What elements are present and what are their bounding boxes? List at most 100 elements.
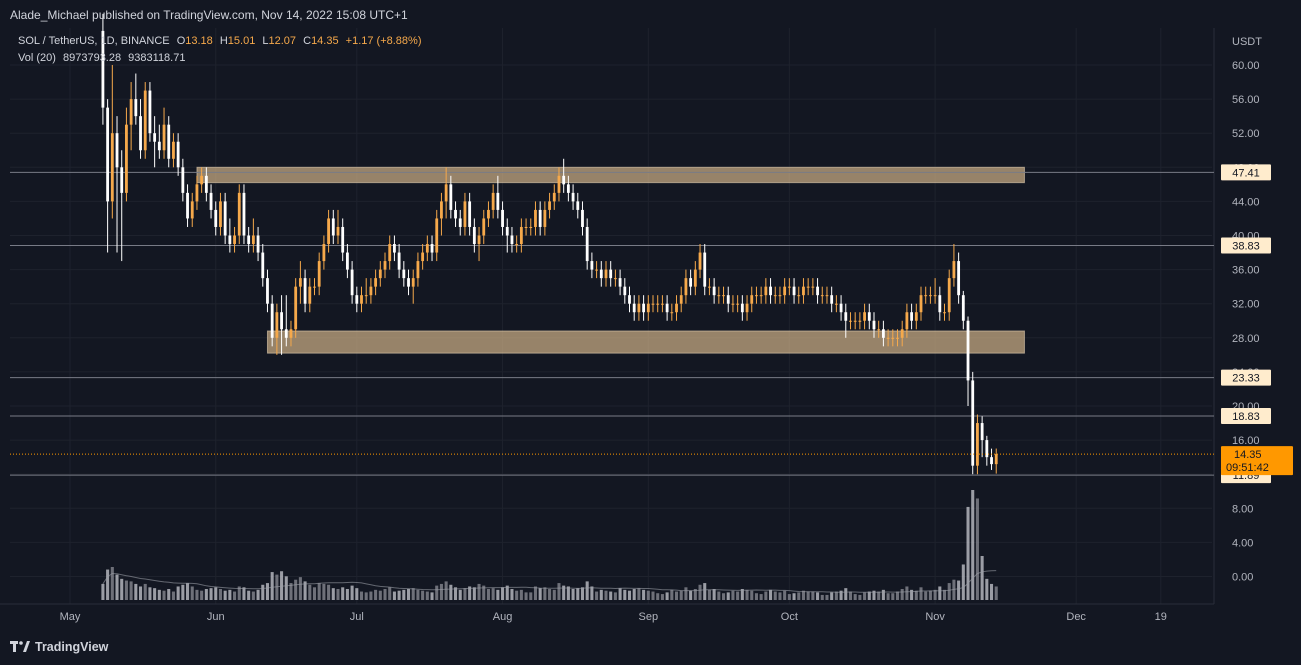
candle	[195, 175, 199, 210]
volume-bar	[689, 590, 693, 600]
candle	[717, 286, 721, 304]
volume-bar	[233, 591, 237, 600]
volume-bar	[317, 583, 321, 600]
candle	[646, 295, 650, 321]
candle-body	[331, 218, 335, 236]
candle	[745, 295, 749, 321]
candle	[604, 261, 608, 287]
volume-bar	[265, 583, 269, 600]
candle	[322, 235, 326, 270]
candle	[228, 218, 232, 253]
candle-body	[604, 269, 608, 279]
volume-bar	[195, 589, 199, 600]
candle-body	[693, 269, 697, 287]
candle	[834, 295, 838, 313]
candle	[524, 218, 528, 236]
volume-bar	[562, 585, 566, 600]
candle-body	[477, 235, 481, 245]
candle	[609, 261, 613, 287]
candle	[515, 235, 519, 253]
candle	[914, 303, 918, 330]
volume-bar	[124, 580, 128, 600]
time-axis[interactable]: May Jun Jul Aug Sep Oct Nov Dec 19	[60, 611, 1167, 623]
high-value: 15.01	[227, 35, 256, 47]
price-axis[interactable]: USDT60.0056.0052.0048.0044.0040.0036.003…	[1232, 36, 1262, 584]
candle-body	[825, 295, 829, 297]
symbol-legend[interactable]: SOL / TetherUS, 1D, BINANCE O13.18 H15.0…	[18, 35, 422, 47]
price-tick-label: 16.00	[1232, 435, 1260, 447]
candle-body	[773, 295, 777, 297]
candle	[383, 252, 387, 279]
candle	[806, 278, 810, 296]
volume-legend[interactable]: Vol (20) 8973793.28 9383118.71	[18, 52, 185, 64]
volume-bar	[552, 589, 556, 600]
tradingview-logo[interactable]: TradingView	[10, 640, 108, 654]
candle-body	[896, 337, 899, 339]
volume-bar	[275, 574, 279, 600]
candle-body	[665, 303, 669, 313]
candle-body	[599, 269, 603, 279]
symbol-name[interactable]: SOL / TetherUS, 1D, BINANCE	[18, 35, 170, 47]
candle	[162, 107, 166, 159]
volume-label[interactable]: Vol (20)	[18, 52, 56, 64]
volume-bar	[604, 590, 608, 600]
volume-bar	[980, 556, 984, 600]
candle-body	[501, 209, 504, 227]
candle	[336, 209, 340, 245]
candle	[722, 286, 725, 304]
volume-bar	[642, 589, 646, 600]
candle	[487, 201, 490, 227]
candle	[510, 226, 514, 253]
candle-body	[505, 226, 509, 236]
candle-body	[435, 218, 439, 253]
candle	[562, 158, 566, 193]
candle-body	[731, 303, 735, 305]
volume-bar	[957, 580, 961, 600]
volume-bar	[863, 592, 867, 600]
candle-body	[891, 337, 895, 339]
candle-body	[778, 295, 782, 297]
candle-body	[313, 286, 316, 288]
candle	[679, 286, 683, 313]
candle	[581, 201, 584, 236]
candle	[693, 261, 697, 296]
candle	[397, 244, 401, 279]
volume-bar	[858, 594, 862, 600]
candle-body	[971, 380, 975, 466]
candle	[566, 175, 570, 202]
volume-bar	[162, 590, 166, 600]
volume-bar	[270, 572, 274, 600]
candle	[552, 184, 556, 210]
volume-bar	[656, 593, 660, 600]
candle	[778, 286, 782, 304]
support-resistance-zones	[196, 166, 1025, 354]
candle-body	[900, 329, 904, 338]
candle-body	[482, 218, 486, 236]
candle-body	[750, 295, 754, 304]
volume-bar	[717, 591, 721, 600]
volume-bar	[792, 593, 796, 600]
volume-bar	[975, 498, 979, 600]
candle-body	[881, 329, 885, 338]
candle-body	[336, 226, 340, 236]
volume-bar	[261, 584, 265, 600]
candle	[872, 312, 876, 338]
volume-bar	[129, 581, 133, 600]
candle-body	[679, 295, 683, 304]
volume-bar	[722, 593, 726, 600]
volume-bar	[134, 583, 138, 600]
volume-bar	[444, 581, 448, 600]
volume-bar	[693, 589, 697, 600]
volume-bar	[853, 594, 857, 600]
price-tick-label: 36.00	[1232, 265, 1260, 277]
candle-body	[186, 192, 189, 219]
volume-bar	[218, 589, 222, 600]
candle-body	[802, 286, 805, 296]
price-chart[interactable]: USDT60.0056.0052.0048.0044.0040.0036.003…	[0, 0, 1301, 632]
level-price-tag: 47.41	[1221, 164, 1271, 181]
volume-bar	[773, 591, 777, 600]
volume-bar	[200, 590, 204, 600]
candle-body	[223, 201, 227, 236]
volume-bar	[731, 590, 735, 600]
volume-bar	[928, 590, 932, 600]
